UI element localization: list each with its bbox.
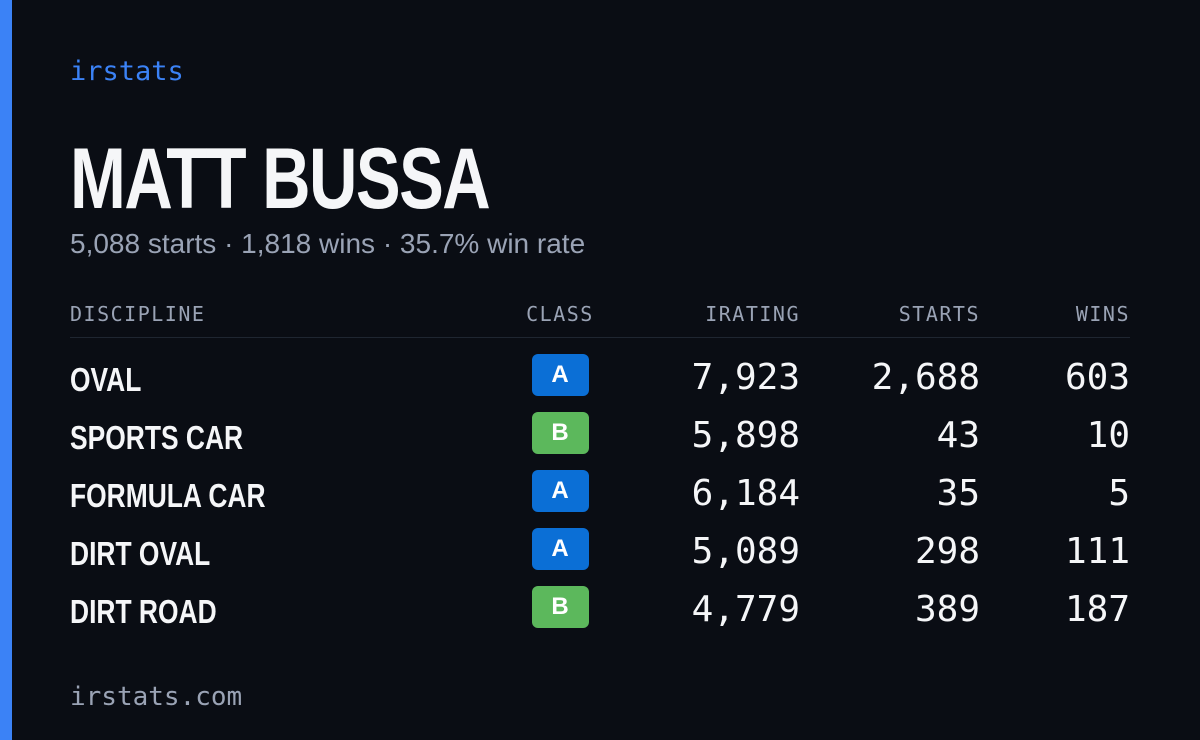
wins: 603: [1064, 357, 1130, 398]
class-badge: B: [531, 586, 589, 628]
discipline: DIRT OVAL: [70, 535, 211, 572]
column-header: WINS: [1075, 302, 1130, 326]
wins: 5: [1108, 473, 1130, 514]
discipline: FORMULA CAR: [70, 477, 266, 514]
class-badge: A: [531, 470, 589, 512]
brand: irstats: [70, 56, 184, 87]
wins: 187: [1064, 589, 1130, 630]
irating: 6,184: [691, 473, 800, 514]
irating: 5,898: [691, 415, 800, 456]
column-header: DISCIPLINE: [70, 302, 206, 326]
wins: 111: [1064, 531, 1130, 572]
starts: 389: [914, 589, 980, 630]
starts: 298: [914, 531, 980, 572]
driver-summary: 5,088 starts · 1,818 wins · 35.7% win ra…: [70, 228, 586, 259]
irating: 7,923: [691, 357, 800, 398]
irating: 5,089: [691, 531, 800, 572]
column-header: IRATING: [705, 302, 800, 326]
starts: 35: [936, 473, 980, 514]
driver-name: MATT BUSSA: [70, 131, 491, 227]
starts: 43: [936, 415, 980, 456]
class-badge: A: [531, 528, 589, 570]
accent-bar: [0, 0, 12, 740]
discipline: DIRT ROAD: [70, 593, 217, 630]
footer: irstats.com: [70, 682, 243, 712]
column-header: STARTS: [898, 302, 980, 326]
discipline: SPORTS CAR: [70, 419, 244, 456]
irating: 4,779: [691, 589, 800, 630]
starts: 2,688: [871, 357, 980, 398]
class-badge: B: [531, 412, 589, 454]
header-rule: [70, 337, 1130, 338]
wins: 10: [1086, 415, 1130, 456]
column-header: CLASS: [526, 302, 594, 326]
discipline: OVAL: [70, 361, 142, 398]
class-badge: A: [531, 354, 589, 396]
